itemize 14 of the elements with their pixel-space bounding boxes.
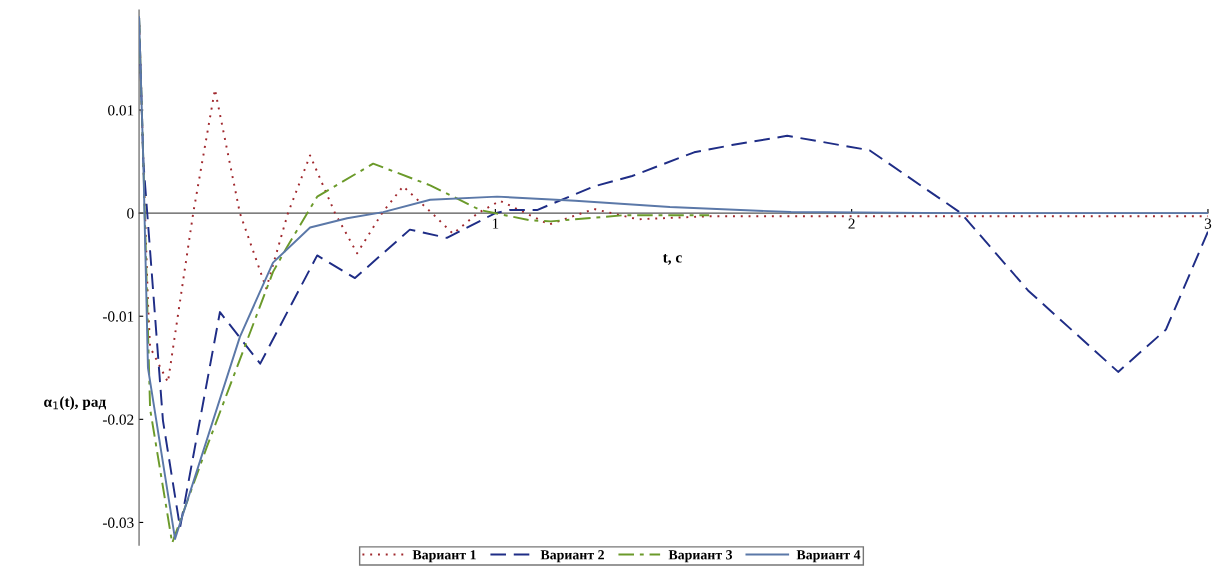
x-tick-label: 2 <box>848 218 855 229</box>
y-axis-title: α$_{1}$(t), рад <box>44 396 107 411</box>
legend-label: Вариант 4 <box>796 550 861 563</box>
y-tick-label: 0.01 <box>108 105 134 116</box>
x-axis-title: t, c <box>662 253 682 265</box>
x-tick-label: 1 <box>492 218 499 229</box>
y-tick-label: -0.01 <box>102 311 134 322</box>
x-tick-label: 3 <box>1204 218 1212 229</box>
y-tick-label: -0.02 <box>102 414 134 425</box>
y-tick-label: 0 <box>127 208 134 219</box>
legend-label: Вариант 1 <box>412 550 476 563</box>
legend-label: Вариант 2 <box>540 550 604 563</box>
y-tick-label: -0.03 <box>102 517 134 528</box>
legend-label: Вариант 3 <box>668 550 733 563</box>
